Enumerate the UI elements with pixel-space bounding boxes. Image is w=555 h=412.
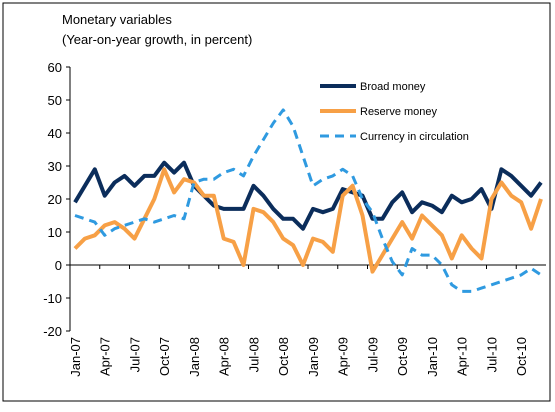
x-tick-label: Jan-10 (425, 337, 440, 377)
chart-subtitle: (Year-on-year growth, in percent) (62, 32, 252, 47)
y-tick-label: 10 (48, 225, 62, 240)
x-tick-label: Apr-08 (217, 337, 232, 376)
x-tick-label: Apr-07 (98, 337, 113, 376)
x-tick-label: Jul-08 (246, 337, 261, 372)
y-tick-label: 30 (48, 159, 62, 174)
x-tick-label: Apr-10 (455, 337, 470, 376)
series-line (73, 167, 543, 274)
x-tick-label: Oct-09 (395, 337, 410, 376)
x-tick-label: Oct-07 (157, 337, 172, 376)
legend-label: Reserve money (360, 106, 438, 118)
frame (2, 2, 551, 402)
chart-title: Monetary variables (62, 12, 172, 27)
x-tick-label: Jan-07 (68, 337, 83, 377)
y-tick-label: 40 (48, 126, 62, 141)
y-tick-label: 20 (48, 192, 62, 207)
y-tick-label: 0 (55, 258, 62, 273)
y-tick-label: -10 (43, 291, 62, 306)
legend-label: Broad money (360, 81, 426, 93)
x-tick-label: Jul-07 (127, 337, 142, 372)
x-tick-label: Oct-10 (514, 337, 529, 376)
legend-label: Currency in circulation (360, 131, 469, 143)
y-tick-label: 50 (48, 93, 62, 108)
series-line (73, 160, 543, 231)
y-tick-label: -20 (43, 324, 62, 339)
x-tick-label: Jan-08 (187, 337, 202, 377)
x-tick-label: Oct-08 (276, 337, 291, 376)
x-tick-label: Apr-09 (336, 337, 351, 376)
x-tick-label: Jul-10 (484, 337, 499, 372)
x-tick-label: Jul-09 (365, 337, 380, 372)
series-line (74, 108, 542, 293)
x-tick-label: Jan-09 (306, 337, 321, 377)
y-tick-label: 60 (48, 60, 62, 75)
